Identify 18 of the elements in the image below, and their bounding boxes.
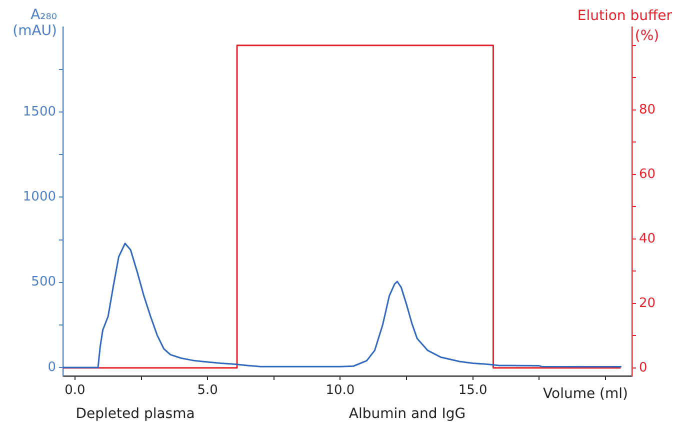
- x-tick-label: 0.0: [64, 383, 86, 398]
- text: Depleted plasma: [76, 406, 195, 422]
- y2-tick-label: 60: [639, 166, 656, 182]
- y-axis-title: A₂₈₀ (mAU): [12, 7, 58, 39]
- y2-tick-label: 40: [639, 231, 656, 246]
- y-tick-label: 1500: [22, 104, 56, 120]
- y-tick-label: 0: [48, 360, 56, 375]
- x-tick-label: 15.0: [458, 383, 488, 398]
- text: Albumin and IgG: [348, 406, 466, 422]
- x-tick-label: 5.0: [197, 383, 218, 398]
- x-axis-title: Volume (ml): [543, 386, 628, 402]
- y2-tick-label: 0: [639, 360, 648, 376]
- y2-tick-label: 20: [639, 296, 656, 311]
- y-tick-label: 1000: [22, 190, 56, 205]
- y2-tick-label: 80: [639, 102, 656, 118]
- x-tick-label: 10.0: [326, 383, 355, 398]
- y-tick-label: 500: [31, 274, 56, 290]
- y2-axis-title: Elution buffer (%): [577, 8, 672, 44]
